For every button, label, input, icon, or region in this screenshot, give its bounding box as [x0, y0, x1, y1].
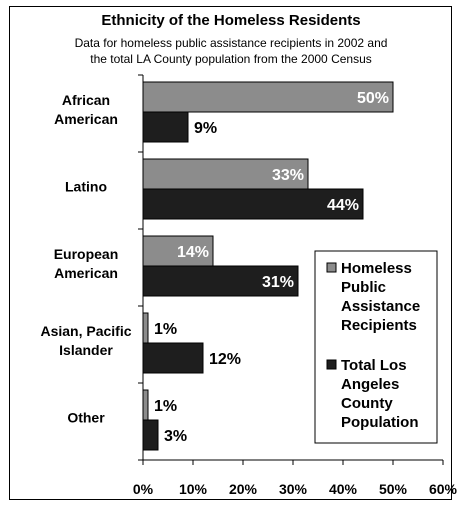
category-label-4: Other	[67, 410, 105, 426]
chart-frame	[9, 6, 452, 500]
value-label-series-2-4: 3%	[164, 428, 187, 445]
bar-series-2-4	[142, 419, 159, 451]
x-tick-label-5: 50%	[379, 481, 408, 497]
legend-label-1: Homeless Public Assistance Recipients	[341, 260, 420, 334]
x-tick-label-4: 40%	[329, 481, 358, 497]
category-label-0: African American	[54, 92, 118, 127]
legend-label-2: Total Los Angeles County Population	[341, 357, 419, 431]
chart-subtitle-line-2: the total LA County population from the …	[90, 52, 372, 66]
value-label-series-1-0: 50%	[357, 90, 389, 107]
x-tick-label-6: 60%	[429, 481, 458, 497]
bar-series-2-0	[142, 111, 189, 143]
value-label-series-2-3: 12%	[209, 351, 241, 368]
value-label-series-1-1: 33%	[272, 167, 304, 184]
chart-title: Ethnicity of the Homeless Residents	[101, 12, 361, 29]
value-label-series-2-0: 9%	[194, 120, 217, 137]
x-tick-label-2: 20%	[229, 481, 258, 497]
bar-series-1-3	[142, 312, 149, 344]
value-label-series-2-1: 44%	[327, 197, 359, 214]
category-label-3: Asian, Pacific Islander	[40, 323, 131, 358]
bar-series-1-1	[142, 158, 309, 190]
legend-swatch-2	[326, 359, 337, 370]
category-label-1: Latino	[65, 179, 107, 195]
legend-box	[314, 250, 438, 444]
value-label-series-2-2: 31%	[262, 274, 294, 291]
x-tick-label-3: 30%	[279, 481, 308, 497]
x-tick-label-0: 0%	[133, 481, 154, 497]
chart-subtitle-line-1: Data for homeless public assistance reci…	[74, 36, 388, 50]
bar-series-1-0	[142, 81, 394, 113]
category-label-2: European American	[54, 246, 119, 281]
value-label-series-1-2: 14%	[177, 244, 209, 261]
value-label-series-1-3: 1%	[154, 321, 177, 338]
bar-series-1-4	[142, 389, 149, 421]
bar-series-2-2	[142, 265, 299, 297]
value-label-series-1-4: 1%	[154, 398, 177, 415]
bar-series-2-3	[142, 342, 204, 374]
legend-swatch-1	[326, 262, 337, 273]
x-tick-label-1: 10%	[179, 481, 208, 497]
